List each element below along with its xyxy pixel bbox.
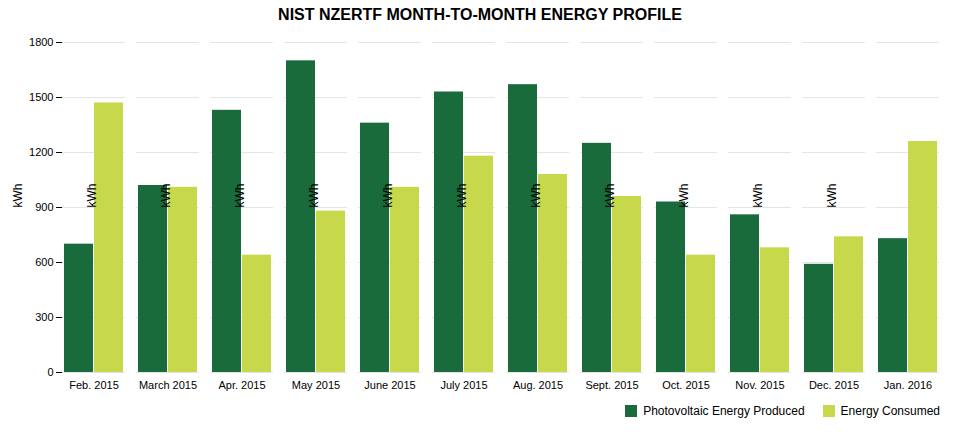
svg-text:kWh: kWh [825,184,839,208]
svg-text:kWh: kWh [529,184,543,208]
svg-text:July 2015: July 2015 [440,379,487,391]
svg-text:Aug. 2015: Aug. 2015 [513,379,563,391]
svg-text:kWh: kWh [233,184,247,208]
svg-text:Jan. 2016: Jan. 2016 [884,379,932,391]
svg-text:Apr. 2015: Apr. 2015 [218,379,265,391]
svg-text:March 2015: March 2015 [139,379,197,391]
svg-text:1800: 1800 [29,36,53,48]
svg-text:Feb. 2015: Feb. 2015 [69,379,119,391]
html-text:Photovoltaic Energy Produced: Photovoltaic Energy Produced [643,404,805,418]
svg-text:kWh: kWh [381,184,395,208]
svg-text:kWh: kWh [751,184,765,208]
svg-text:Nov. 2015: Nov. 2015 [735,379,784,391]
svg-text:1200: 1200 [29,146,53,158]
svg-text:1500: 1500 [29,91,53,103]
svg-text:kWh: kWh [11,184,25,208]
svg-text:kWh: kWh [603,184,617,208]
svg-text:kWh: kWh [455,184,469,208]
svg-text:300: 300 [35,311,53,323]
html-text:Energy Consumed: Energy Consumed [840,404,940,418]
svg-text:kWh: kWh [159,184,173,208]
svg-text:May 2015: May 2015 [292,379,340,391]
svg-text:Dec. 2015: Dec. 2015 [809,379,859,391]
svg-text:kWh: kWh [677,184,691,208]
svg-text:900: 900 [35,201,53,213]
svg-text:kWh: kWh [307,184,321,208]
html-text:NIST NZERTF MONTH-TO-MONTH ENE: NIST NZERTF MONTH-TO-MONTH ENERGY PROFIL… [278,6,682,23]
svg-text:0: 0 [47,366,53,378]
svg-text:June 2015: June 2015 [364,379,415,391]
svg-text:Oct. 2015: Oct. 2015 [662,379,710,391]
svg-text:Sept. 2015: Sept. 2015 [585,379,638,391]
svg-text:600: 600 [35,256,53,268]
svg-text:kWh: kWh [85,184,99,208]
